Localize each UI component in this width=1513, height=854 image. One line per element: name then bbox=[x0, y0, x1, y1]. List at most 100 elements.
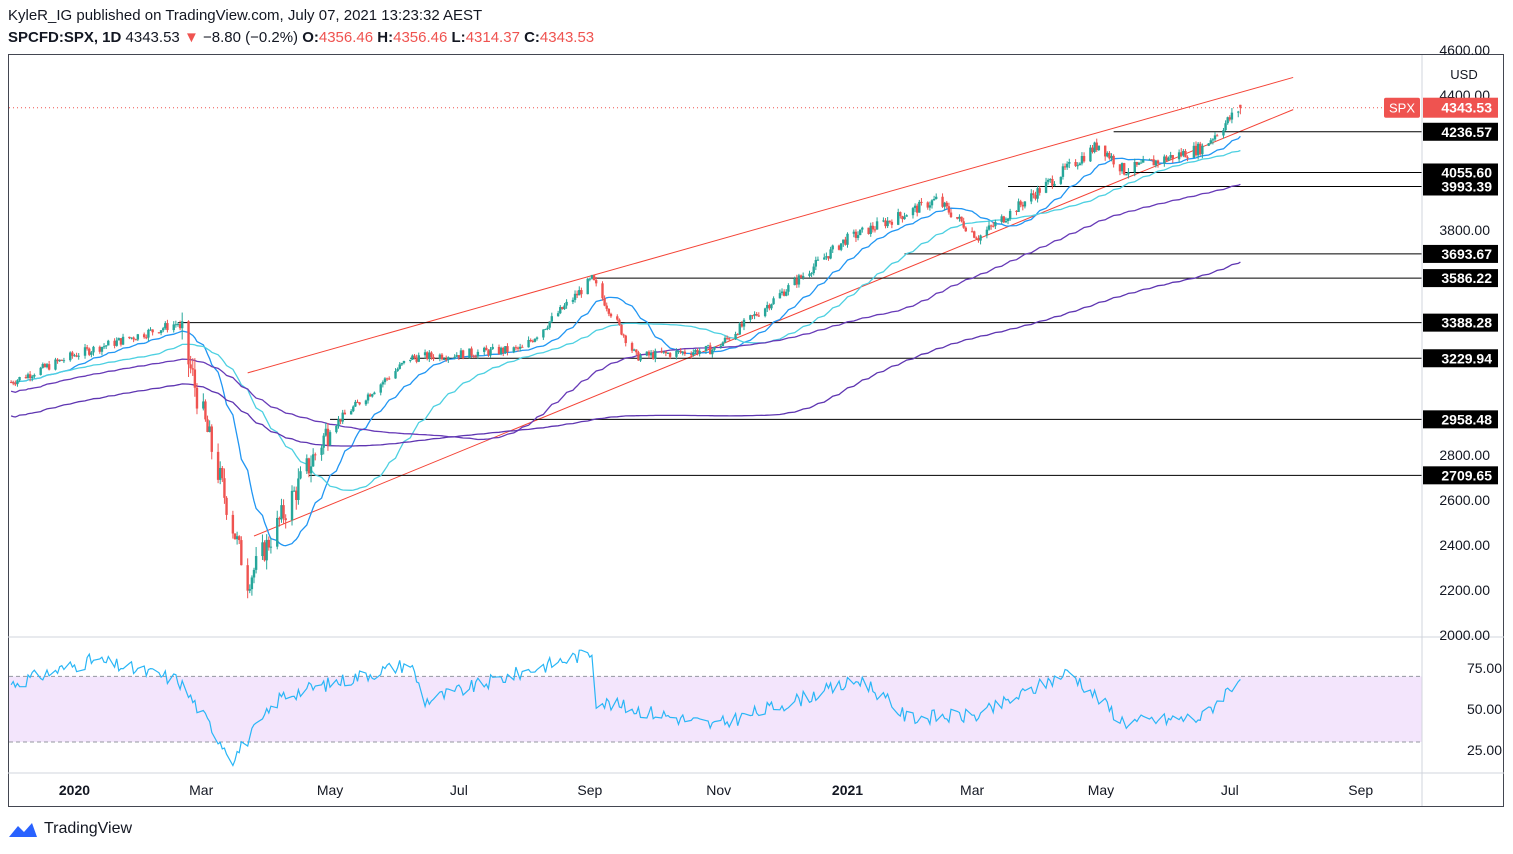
candle-body bbox=[1082, 156, 1086, 162]
candle-body bbox=[1192, 145, 1196, 158]
candle-body bbox=[54, 359, 57, 370]
candle bbox=[164, 321, 167, 330]
candle-body bbox=[280, 505, 283, 520]
candle-body bbox=[694, 349, 697, 353]
candle bbox=[1106, 151, 1109, 158]
candle-body bbox=[60, 359, 64, 361]
candle-body bbox=[506, 346, 509, 352]
candle-body bbox=[440, 354, 444, 360]
candle bbox=[812, 263, 815, 276]
candle bbox=[1074, 159, 1077, 168]
candle-body bbox=[208, 426, 211, 432]
candle-body bbox=[180, 321, 184, 329]
candle bbox=[867, 227, 870, 235]
candle bbox=[134, 338, 137, 341]
candle-body bbox=[134, 339, 137, 341]
candle bbox=[521, 344, 524, 348]
candle bbox=[398, 362, 401, 370]
candle-body bbox=[975, 237, 978, 239]
candle-body bbox=[335, 425, 338, 433]
candle bbox=[447, 356, 450, 363]
candle bbox=[18, 376, 21, 382]
candle bbox=[994, 219, 997, 230]
candle-body bbox=[787, 285, 790, 292]
current-price-tag: SPX 4343.53 bbox=[1384, 97, 1498, 118]
candle-body bbox=[801, 275, 805, 278]
candle-body bbox=[1051, 178, 1054, 186]
candle bbox=[620, 324, 623, 336]
candle bbox=[618, 318, 621, 326]
candle bbox=[770, 303, 773, 311]
candle bbox=[341, 409, 344, 424]
candle-body bbox=[339, 419, 342, 422]
candle-body bbox=[147, 329, 150, 338]
candle bbox=[858, 229, 862, 236]
candle-body bbox=[75, 355, 78, 357]
candle bbox=[639, 353, 642, 362]
candle bbox=[662, 351, 665, 354]
candle bbox=[766, 301, 769, 313]
candle-body bbox=[901, 216, 904, 220]
candle bbox=[816, 256, 820, 261]
candle-body bbox=[810, 273, 813, 275]
candle-body bbox=[474, 356, 477, 358]
candle-body bbox=[1211, 139, 1215, 141]
candle bbox=[250, 575, 254, 596]
candle-body bbox=[88, 348, 91, 355]
candle-body bbox=[366, 394, 370, 401]
candle bbox=[753, 311, 756, 320]
candle-body bbox=[1139, 162, 1143, 164]
candle bbox=[675, 348, 678, 360]
candle-body bbox=[930, 200, 934, 206]
candle bbox=[1038, 186, 1041, 196]
candle bbox=[267, 536, 270, 551]
candle bbox=[795, 274, 799, 288]
candle bbox=[829, 246, 832, 260]
level-price-tag: 2958.48 bbox=[1423, 410, 1498, 429]
candle bbox=[1021, 201, 1025, 211]
candle-body bbox=[43, 364, 47, 368]
candle-body bbox=[320, 447, 323, 455]
candle bbox=[343, 409, 347, 415]
candle-body bbox=[516, 347, 520, 349]
candle bbox=[960, 216, 963, 223]
candle-body bbox=[723, 337, 727, 343]
footer-brand[interactable]: TradingView bbox=[8, 820, 132, 838]
price-tick-label: 4600.00 bbox=[1439, 42, 1490, 58]
candle-body bbox=[219, 467, 222, 480]
candle-body bbox=[265, 539, 268, 561]
candle bbox=[502, 346, 505, 357]
candle-body bbox=[770, 304, 773, 309]
candle bbox=[1034, 191, 1037, 201]
candle-body bbox=[252, 569, 256, 578]
candle bbox=[409, 359, 412, 363]
candle-body bbox=[675, 350, 678, 357]
candle bbox=[861, 226, 864, 233]
candle-body bbox=[31, 376, 34, 379]
candle-body bbox=[740, 323, 744, 327]
candle-body bbox=[130, 337, 133, 339]
candle-body bbox=[400, 363, 404, 365]
candle bbox=[622, 333, 625, 338]
candle bbox=[1125, 173, 1128, 176]
candle bbox=[145, 334, 148, 340]
candle-body bbox=[248, 589, 251, 591]
candle-body bbox=[565, 301, 568, 306]
candle bbox=[402, 360, 406, 365]
candle bbox=[757, 312, 760, 317]
candle-body bbox=[782, 291, 786, 296]
candle bbox=[1224, 120, 1227, 132]
candle-body bbox=[269, 546, 273, 548]
candle-body bbox=[734, 333, 737, 340]
candle-body bbox=[1122, 163, 1126, 175]
candle bbox=[1015, 210, 1018, 216]
candle-body bbox=[561, 307, 564, 310]
candle-body bbox=[83, 347, 87, 356]
candle-body bbox=[958, 216, 961, 219]
candle bbox=[825, 252, 828, 261]
candle-body bbox=[502, 347, 505, 353]
candle-body bbox=[499, 347, 503, 354]
candle-body bbox=[221, 467, 224, 479]
candle bbox=[290, 485, 294, 526]
